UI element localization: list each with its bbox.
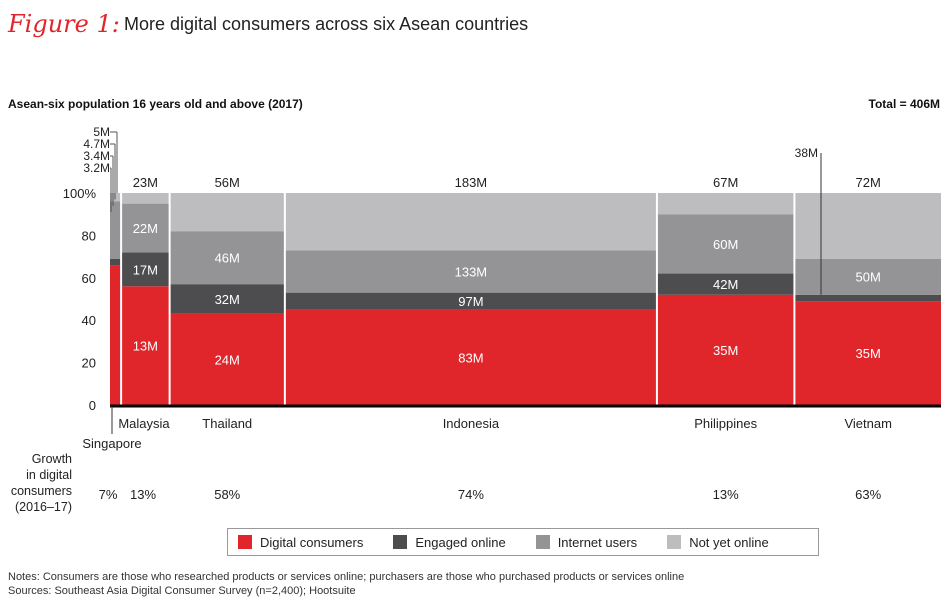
callout-label: 4.7M [83, 137, 110, 151]
notes: Notes: Consumers are those who researche… [8, 570, 684, 598]
bar-segment-digital [657, 294, 794, 405]
country-label: Philippines [694, 416, 757, 431]
figure-label: Figure 1: [8, 10, 120, 38]
data-label: 13M [133, 339, 158, 354]
data-label: 60M [713, 237, 738, 252]
legend-label: Digital consumers [260, 534, 364, 550]
data-label: 35M [713, 343, 738, 358]
y-tick-label: 100% [63, 186, 97, 201]
bar-segment-engaged [170, 284, 284, 314]
figure-title: More digital consumers across six Asean … [124, 14, 529, 34]
y-tick-label: 40 [82, 313, 96, 328]
legend-label: Internet users [557, 534, 638, 550]
bar-segment-internet [657, 214, 794, 274]
callout-label: 5M [93, 125, 110, 139]
data-label: 133M [455, 264, 488, 279]
y-tick-label: 0 [89, 398, 96, 413]
legend-item-engaged: Engaged online [393, 534, 506, 550]
growth-label-line: consumers [10, 484, 72, 498]
legend-swatch [535, 535, 550, 549]
notes-line: Notes: Consumers are those who researche… [8, 571, 685, 583]
population-label: 67M [713, 175, 738, 190]
population-label: 23M [133, 175, 158, 190]
y-tick-label: 80 [82, 228, 96, 243]
bar-segment-not_online [170, 193, 284, 232]
data-label: 35M [856, 346, 881, 361]
callout-label: 3.4M [83, 149, 110, 163]
sources-line: Sources: Southeast Asia Digital Consumer… [8, 585, 356, 597]
population-label: 56M [215, 175, 240, 190]
data-label: 46M [215, 251, 240, 266]
legend-label: Engaged online [415, 534, 506, 550]
data-label: 97M [458, 294, 483, 309]
bar-segment-engaged [657, 273, 794, 295]
total-label: Total = 406M [868, 97, 940, 111]
growth-value: 13% [130, 487, 156, 502]
bar-segment-internet [170, 231, 284, 285]
y-tick-label: 20 [82, 356, 96, 371]
legend-swatch [238, 535, 252, 549]
bar-segment-digital [170, 313, 284, 405]
data-label: 50M [856, 270, 881, 285]
bar-segment-digital [122, 286, 169, 405]
marimekko-chart: 0 20 40 60 80 100% 13M 17M 22M 23M 24M 32M 46M 56M 83M… [63, 125, 941, 502]
growth-label-line: Growth [31, 452, 72, 466]
data-label: 83M [458, 350, 483, 365]
legend-swatch [667, 535, 682, 549]
bar-segment-digital [110, 265, 121, 405]
data-label: 17M [133, 262, 158, 277]
growth-value: 58% [214, 487, 240, 502]
bar-segment-engaged [795, 294, 941, 302]
growth-value: 7% [99, 487, 118, 502]
growth-row-label: Growth in digital consumers (2016–17) [4, 451, 72, 515]
growth-value: 13% [713, 487, 739, 502]
bar-segment-engaged [110, 258, 121, 266]
chart-legend: Digital consumers Engaged online Interne… [227, 528, 819, 556]
data-label: 24M [215, 352, 240, 367]
bar-segment-internet [110, 201, 121, 259]
data-label: 32M [215, 292, 240, 307]
bar-segment-not_online [657, 193, 794, 215]
bar-segment-internet [285, 250, 656, 293]
growth-label-line: in digital [26, 468, 72, 482]
bar-segment-internet [795, 258, 941, 295]
country-label: Singapore [82, 436, 141, 451]
growth-value: 63% [855, 487, 881, 502]
y-tick-label: 60 [82, 271, 96, 286]
callout-label: 38M [795, 146, 818, 160]
legend-item-digital: Digital consumers [238, 535, 363, 550]
bar-segment-digital [795, 301, 941, 405]
population-label: 183M [455, 175, 488, 190]
bar-segment-not_online [285, 193, 656, 251]
legend-item-not-online: Not yet online [667, 535, 769, 550]
bar-segment-not_online [795, 193, 941, 259]
bar-segment-engaged [285, 292, 656, 310]
growth-label-line: (2016–17) [15, 500, 72, 514]
bar-segment-digital [285, 309, 656, 405]
bar-segment-not_online [122, 193, 169, 204]
country-label: Malaysia [118, 416, 170, 431]
legend-swatch [393, 535, 408, 549]
country-label: Indonesia [443, 416, 500, 431]
population-label: 72M [856, 175, 881, 190]
growth-value: 74% [458, 487, 484, 502]
bar-segment-engaged [122, 252, 169, 287]
bar-segment-internet [122, 203, 169, 253]
legend-label: Not yet online [689, 534, 769, 550]
data-label: 42M [713, 277, 738, 292]
chart-subtitle: Asean-six population 16 years old and ab… [8, 97, 303, 111]
country-label: Thailand [202, 416, 252, 431]
data-label: 22M [133, 221, 158, 236]
country-label: Vietnam [844, 416, 891, 431]
callout-label: 3.2M [83, 161, 110, 175]
legend-item-internet: Internet users [535, 534, 638, 550]
